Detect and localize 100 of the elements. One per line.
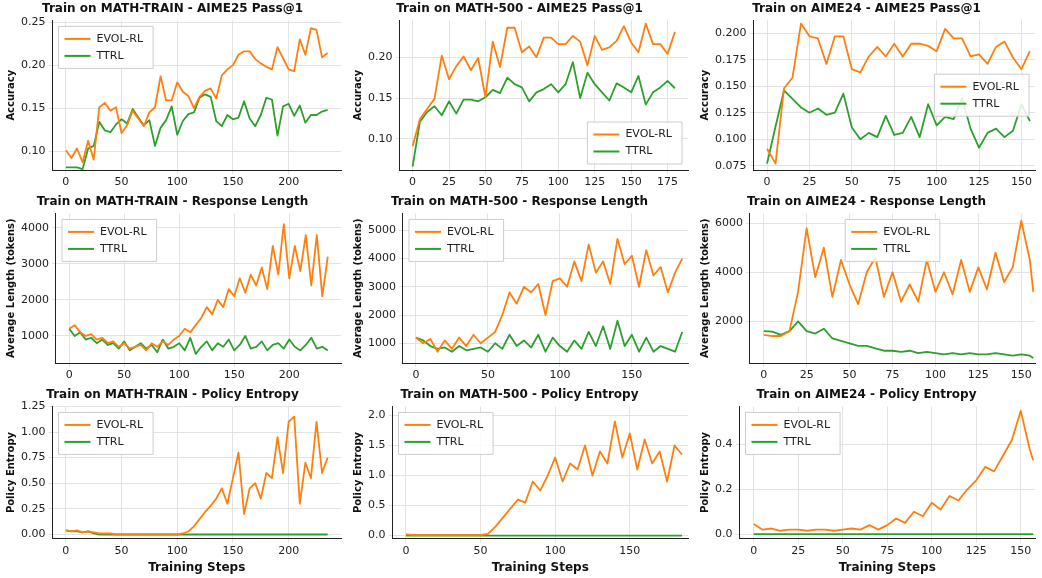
x-tick-label: 0 (409, 175, 417, 189)
y-tick-label: 0.0 (367, 528, 386, 542)
legend-label: EVOL-RL (96, 417, 144, 431)
legend-label: TTRL (971, 96, 1001, 110)
y-tick-label: 1.25 (20, 399, 46, 413)
legend-label: TTRL (95, 434, 125, 448)
legend-label: EVOL-RL (436, 417, 484, 431)
y-tick-label: 0.100 (714, 132, 747, 146)
legend-label: EVOL-RL (783, 417, 831, 431)
chart-title: Train on MATH-TRAIN - Response Length (36, 194, 309, 209)
y-tick-label: 0.20 (367, 50, 393, 64)
x-axis-title: Training Steps (838, 559, 936, 574)
y-tick-label: 0.175 (714, 52, 747, 66)
y-tick-label: 0.20 (20, 57, 46, 71)
y-axis-title: Policy Entropy (698, 431, 710, 514)
legend-label: TTRL (95, 48, 125, 62)
x-tick-label: 25 (802, 175, 817, 189)
y-tick-label: 2.0 (367, 408, 386, 422)
x-tick-label: 100 (547, 175, 569, 189)
x-tick-label: 0 (750, 543, 758, 557)
x-tick-label: 150 (223, 368, 245, 382)
y-axis-title: Average Length (tokens) (351, 218, 363, 359)
y-tick-label: 0.15 (20, 100, 46, 114)
y-axis-title: Average Length (tokens) (698, 218, 710, 359)
x-tick-label: 100 (544, 543, 566, 557)
x-tick-label: 0 (62, 543, 70, 557)
x-tick-label: 0 (763, 175, 771, 189)
x-tick-label: 50 (480, 368, 495, 382)
x-tick-label: 50 (114, 543, 129, 557)
x-tick-label: 150 (1010, 175, 1032, 189)
y-tick-label: 0.25 (20, 14, 46, 28)
y-tick-label: 0.125 (714, 105, 747, 119)
x-tick-label: 100 (168, 368, 190, 382)
y-tick-label: 0.15 (367, 90, 393, 104)
x-tick-label: 150 (222, 543, 244, 557)
x-tick-label: 50 (842, 368, 857, 382)
chart-title: Train on MATH-TRAIN - AIME25 Pass@1 (42, 1, 303, 16)
legend-label: EVOL-RL (883, 224, 931, 238)
y-tick-label: 0.10 (20, 143, 46, 157)
chart-title: Train on AIME24 - AIME25 Pass@1 (752, 1, 981, 16)
x-tick-label: 75 (880, 543, 895, 557)
y-tick-label: 4000 (20, 220, 49, 234)
x-tick-label: 25 (799, 368, 814, 382)
y-tick-label: 0.10 (367, 131, 393, 145)
x-tick-label: 125 (967, 368, 989, 382)
x-tick-label: 150 (619, 543, 641, 557)
y-tick-label: 1.0 (367, 468, 386, 482)
x-tick-label: 150 (222, 175, 244, 189)
y-tick-label: 4000 (714, 265, 743, 279)
y-tick-label: 0.5 (367, 498, 386, 512)
x-tick-label: 150 (621, 368, 643, 382)
y-tick-label: 0.4 (714, 437, 733, 451)
legend-label: EVOL-RL (625, 127, 673, 141)
x-tick-label: 125 (968, 175, 990, 189)
x-tick-label: 100 (921, 543, 943, 557)
y-tick-label: 1.5 (367, 438, 386, 452)
legend-label: EVOL-RL (99, 224, 148, 238)
y-tick-label: 1.00 (20, 424, 46, 438)
x-tick-label: 125 (965, 543, 987, 557)
chart-title: Train on MATH-500 - AIME25 Pass@1 (396, 1, 643, 16)
x-tick-label: 50 (844, 175, 859, 189)
x-tick-label: 200 (278, 368, 300, 382)
y-axis-title: Policy Entropy (4, 431, 16, 514)
y-tick-label: 2000 (367, 307, 396, 321)
x-tick-label: 25 (791, 543, 806, 557)
legend-label: TTRL (782, 434, 812, 448)
x-tick-label: 75 (514, 175, 529, 189)
y-tick-label: 0.00 (20, 527, 46, 541)
x-tick-label: 125 (584, 175, 606, 189)
y-tick-label: 3000 (20, 256, 49, 270)
x-tick-label: 0 (402, 543, 410, 557)
y-tick-label: 0.0 (714, 526, 733, 540)
x-tick-label: 150 (1010, 368, 1032, 382)
chart-title: Train on MATH-500 - Response Length (390, 194, 649, 209)
x-tick-label: 50 (117, 368, 132, 382)
x-tick-label: 50 (473, 543, 488, 557)
y-axis-title: Policy Entropy (351, 431, 363, 514)
y-axis-title: Accuracy (698, 69, 710, 121)
y-tick-label: 2000 (20, 292, 49, 306)
x-tick-label: 100 (549, 368, 571, 382)
x-tick-label: 50 (114, 175, 129, 189)
legend-label: EVOL-RL (96, 31, 144, 45)
x-tick-label: 200 (278, 543, 300, 557)
legend-label: TTRL (624, 144, 654, 158)
y-tick-label: 0.75 (20, 450, 46, 464)
y-tick-label: 1000 (20, 328, 49, 342)
x-tick-label: 100 (166, 175, 188, 189)
y-axis-title: Accuracy (4, 69, 16, 121)
y-tick-label: 0.200 (714, 25, 747, 39)
y-tick-label: 0.25 (20, 501, 46, 515)
y-tick-label: 3000 (367, 279, 396, 293)
x-tick-label: 50 (835, 543, 850, 557)
legend-label: EVOL-RL (446, 224, 495, 238)
x-tick-label: 0 (65, 368, 73, 382)
y-tick-label: 1000 (367, 336, 396, 350)
x-tick-label: 100 (926, 175, 948, 189)
y-tick-label: 2000 (714, 314, 743, 328)
x-tick-label: 50 (478, 175, 493, 189)
y-axis-title: Accuracy (351, 69, 363, 121)
y-tick-label: 6000 (714, 216, 743, 230)
